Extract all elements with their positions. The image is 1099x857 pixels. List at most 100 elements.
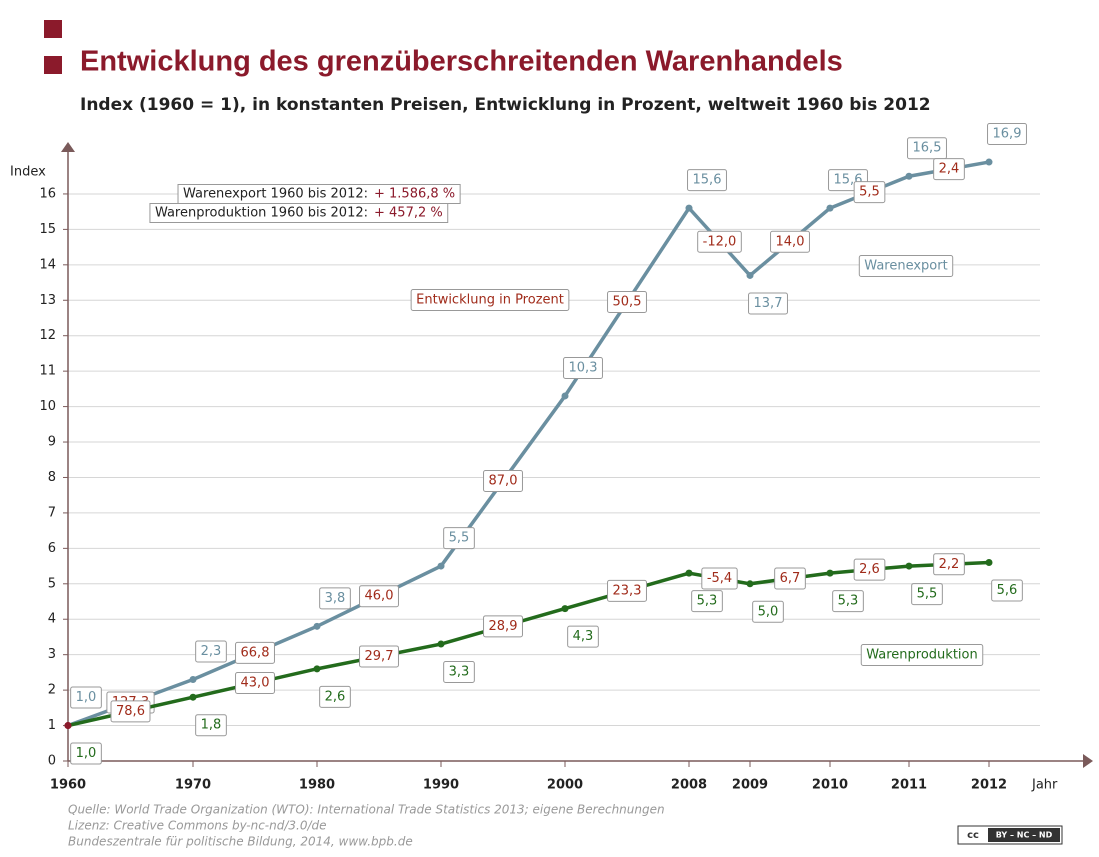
license-badge-fill bbox=[988, 828, 1060, 842]
x-tick-label: 2009 bbox=[732, 778, 768, 793]
change-label-box bbox=[933, 158, 965, 181]
change-label: 28,9 bbox=[489, 619, 518, 634]
value-label-box bbox=[70, 742, 102, 765]
data-point bbox=[313, 665, 321, 673]
data-point bbox=[189, 693, 197, 701]
value-label-group: 10,3 bbox=[563, 356, 603, 379]
change-label: 23,3 bbox=[613, 583, 642, 598]
x-tick-label: 1960 bbox=[50, 778, 86, 793]
value-label: 3,8 bbox=[325, 591, 346, 606]
value-label-group: 13,7 bbox=[748, 292, 788, 315]
legend-label: Warenexport bbox=[864, 259, 947, 274]
license-text: BY – NC – ND bbox=[996, 831, 1053, 840]
annotation-box bbox=[149, 203, 449, 223]
x-tick-label: 1990 bbox=[423, 778, 459, 793]
source: Bundeszentrale für politische Bildung, 2… bbox=[68, 835, 413, 849]
value-label: 5,5 bbox=[917, 587, 938, 602]
value-label: 16,9 bbox=[993, 127, 1022, 142]
value-label: 16,5 bbox=[913, 141, 942, 156]
value-label: 13,7 bbox=[754, 296, 783, 311]
change-label-group: 66,8 bbox=[235, 641, 275, 664]
x-tick-label: 2000 bbox=[547, 778, 583, 793]
change-label-group: 5,5 bbox=[853, 181, 886, 204]
change-label: 46,0 bbox=[365, 589, 394, 604]
data-point bbox=[437, 562, 445, 570]
change-label-box bbox=[701, 567, 738, 590]
change-label-group: 87,0 bbox=[483, 470, 523, 493]
data-point bbox=[189, 675, 197, 683]
x-tick-label: 1980 bbox=[299, 778, 335, 793]
change-caption-box bbox=[410, 289, 570, 311]
change-label-group: -5,4 bbox=[701, 567, 738, 590]
y-tick-label: 5 bbox=[48, 576, 56, 591]
change-label-group: 43,0 bbox=[235, 672, 275, 695]
chart-title: Entwicklung des grenzüberschreitenden Wa… bbox=[80, 46, 843, 78]
change-label-box bbox=[774, 567, 806, 590]
value-label-box bbox=[443, 661, 475, 684]
change-label-box bbox=[359, 585, 399, 608]
value-label-group: 5,3 bbox=[691, 590, 723, 613]
value-label-group: 1,0 bbox=[70, 686, 102, 709]
title-square bbox=[44, 20, 62, 38]
value-label-group: 2,6 bbox=[319, 685, 351, 708]
value-label: 1,0 bbox=[76, 690, 97, 705]
license-cc: cc bbox=[967, 830, 979, 841]
x-tick-label: 1970 bbox=[175, 778, 211, 793]
y-tick-label: 0 bbox=[48, 754, 56, 769]
value-label-box bbox=[987, 123, 1027, 146]
value-label-box bbox=[195, 714, 227, 737]
value-label-box bbox=[911, 583, 943, 606]
y-tick-label: 16 bbox=[39, 186, 56, 201]
change-label: -5,4 bbox=[707, 571, 732, 586]
value-label: 2,6 bbox=[325, 689, 346, 704]
change-label-group: 2,6 bbox=[853, 558, 886, 581]
y-tick-label: 10 bbox=[39, 399, 56, 414]
change-label-group: 28,9 bbox=[483, 615, 523, 638]
x-axis-arrow bbox=[1083, 754, 1093, 768]
y-tick-label: 8 bbox=[48, 470, 56, 485]
change-label: 50,5 bbox=[613, 295, 642, 310]
data-point bbox=[437, 640, 445, 648]
value-label-box bbox=[748, 292, 788, 315]
x-axis-label: Jahr bbox=[1031, 778, 1058, 793]
change-label-box bbox=[483, 615, 523, 638]
data-point bbox=[746, 271, 754, 279]
x-tick-label: 2008 bbox=[671, 778, 707, 793]
source: Lizenz: Creative Commons by-nc-nd/3.0/de bbox=[68, 819, 327, 833]
y-tick-label: 13 bbox=[39, 293, 56, 308]
value-label-group: 5,5 bbox=[443, 527, 475, 550]
value-label-group: 3,3 bbox=[443, 661, 475, 684]
annotation: Warenproduktion 1960 bis 2012: + 457,2 % bbox=[149, 203, 449, 223]
value-label: 5,5 bbox=[449, 531, 470, 546]
change-label-box bbox=[607, 291, 647, 314]
change-caption: Entwicklung in Prozent bbox=[416, 293, 564, 308]
change-caption-group: Entwicklung in Prozent bbox=[410, 289, 570, 311]
data-point bbox=[685, 204, 693, 212]
data-point bbox=[313, 622, 321, 630]
change-label: 2,6 bbox=[859, 562, 880, 577]
annotation-text: Warenexport 1960 bis 2012: bbox=[183, 187, 368, 202]
change-label: 87,0 bbox=[489, 474, 518, 489]
data-point bbox=[826, 204, 834, 212]
change-label-group: 14,0 bbox=[770, 230, 810, 253]
change-label-group: 29,7 bbox=[359, 645, 399, 668]
change-label: 66,8 bbox=[241, 645, 270, 660]
change-label-box bbox=[110, 700, 151, 723]
change-label-box bbox=[853, 558, 886, 581]
value-label: 5,3 bbox=[838, 594, 859, 609]
value-label-box bbox=[319, 587, 351, 610]
y-tick-label: 7 bbox=[48, 505, 56, 520]
value-label: 5,3 bbox=[697, 594, 718, 609]
data-point bbox=[561, 392, 569, 400]
change-label-group: 50,5 bbox=[607, 291, 647, 314]
value-label: 15,6 bbox=[693, 173, 722, 188]
title-square bbox=[44, 56, 62, 74]
change-label-group: 23,3 bbox=[607, 579, 647, 602]
data-point bbox=[985, 559, 993, 567]
value-label: 1,0 bbox=[76, 746, 97, 761]
value-label-box bbox=[907, 137, 947, 160]
value-label-group: 1,8 bbox=[195, 714, 227, 737]
data-point bbox=[905, 562, 913, 570]
value-label-box bbox=[691, 590, 723, 613]
x-tick-label: 2012 bbox=[971, 778, 1007, 793]
